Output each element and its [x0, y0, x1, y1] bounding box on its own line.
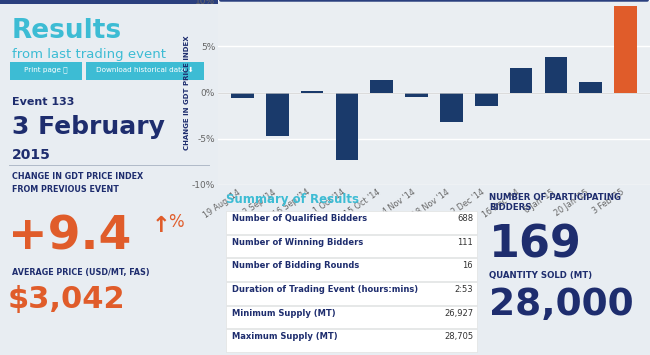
Text: 169: 169: [489, 223, 582, 266]
Text: Results: Results: [12, 18, 122, 44]
Text: 28,000: 28,000: [489, 287, 634, 323]
Text: Number of Winning Bidders: Number of Winning Bidders: [232, 237, 363, 247]
Text: 3 February: 3 February: [12, 115, 165, 139]
Y-axis label: CHANGE IN GDT PRICE INDEX: CHANGE IN GDT PRICE INDEX: [185, 35, 190, 150]
Bar: [335, 93, 358, 160]
Text: Number of Bidding Rounds: Number of Bidding Rounds: [232, 261, 359, 271]
Text: NUMBER OF PARTICIPATING BIDDERS: NUMBER OF PARTICIPATING BIDDERS: [489, 193, 621, 212]
Bar: [226, 329, 477, 352]
Text: Event 133: Event 133: [12, 97, 74, 107]
Bar: [226, 211, 477, 234]
Bar: [266, 93, 289, 136]
Text: QUANTITY SOLD (MT): QUANTITY SOLD (MT): [489, 271, 592, 280]
Bar: [301, 91, 324, 93]
Text: from last trading event: from last trading event: [12, 48, 166, 61]
Bar: [440, 93, 463, 122]
Bar: [86, 62, 204, 80]
Text: %: %: [168, 213, 183, 231]
Text: 28,705: 28,705: [444, 332, 473, 342]
Text: 111: 111: [458, 237, 473, 247]
Bar: [10, 62, 82, 80]
Bar: [226, 306, 477, 328]
Text: Minimum Supply (MT): Minimum Supply (MT): [232, 308, 335, 318]
Text: 2015: 2015: [12, 148, 51, 162]
Bar: [226, 235, 477, 257]
Text: +9.4: +9.4: [8, 215, 131, 260]
Bar: [579, 82, 602, 93]
Text: Print page ⎙: Print page ⎙: [24, 67, 68, 73]
Text: Summary of Results: Summary of Results: [226, 193, 359, 206]
Text: ↑: ↑: [152, 216, 170, 236]
Bar: [231, 93, 254, 98]
Text: $3,042: $3,042: [8, 285, 125, 314]
Bar: [0, 0, 218, 4]
Text: 2:53: 2:53: [454, 285, 473, 294]
Text: 16: 16: [463, 261, 473, 271]
Bar: [614, 6, 637, 93]
Bar: [475, 93, 498, 106]
Bar: [226, 282, 477, 305]
Text: AVERAGE PRICE (USD/MT, FAS): AVERAGE PRICE (USD/MT, FAS): [12, 268, 150, 277]
Text: 26,927: 26,927: [444, 308, 473, 318]
Text: Download historical data ⬇: Download historical data ⬇: [96, 67, 194, 73]
Text: 688: 688: [457, 214, 473, 223]
Text: Number of Qualified Bidders: Number of Qualified Bidders: [232, 214, 367, 223]
Bar: [510, 67, 532, 93]
Text: CHANGE IN GDT PRICE INDEX
FROM PREVIOUS EVENT: CHANGE IN GDT PRICE INDEX FROM PREVIOUS …: [12, 172, 143, 194]
Text: Duration of Trading Event (hours:mins): Duration of Trading Event (hours:mins): [232, 285, 418, 294]
Text: Maximum Supply (MT): Maximum Supply (MT): [232, 332, 338, 342]
Bar: [405, 93, 428, 97]
Bar: [226, 258, 477, 281]
Bar: [370, 80, 393, 93]
Bar: [545, 58, 567, 93]
